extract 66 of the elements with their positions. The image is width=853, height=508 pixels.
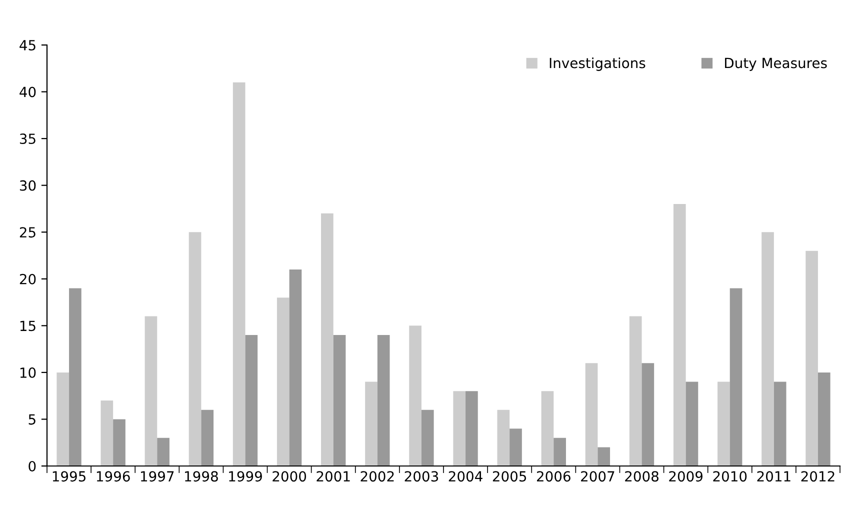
x-tick-label: 2010 — [713, 471, 747, 482]
y-tick-label: 30 — [20, 180, 36, 191]
y-tick-label: 35 — [20, 134, 36, 144]
x-tick-label: 1995 — [52, 471, 86, 482]
bar — [56, 372, 70, 466]
bar — [201, 410, 214, 466]
bar — [188, 232, 202, 466]
bar — [409, 326, 422, 466]
bar — [762, 232, 774, 466]
bar — [629, 316, 642, 466]
bar — [289, 270, 302, 466]
x-tick-label: 2003 — [404, 471, 438, 482]
bar — [686, 382, 698, 466]
y-tick-label: 15 — [20, 320, 36, 332]
bar — [333, 335, 346, 466]
x-tick-label: 2006 — [536, 471, 570, 482]
bar — [554, 438, 566, 466]
bar — [453, 391, 466, 466]
x-tick-label: 1997 — [140, 471, 174, 482]
bar — [245, 335, 258, 466]
x-tick-label: 2007 — [581, 471, 614, 482]
bar — [774, 382, 786, 466]
bar — [157, 438, 170, 466]
x-tick-label: 2004 — [448, 471, 482, 482]
x-tick-label: 2012 — [801, 471, 834, 482]
bar — [673, 204, 686, 466]
x-tick-label: 1996 — [96, 471, 130, 482]
bar — [541, 391, 554, 466]
bar — [421, 410, 434, 466]
bar — [806, 250, 818, 466]
x-tick-label: 2009 — [669, 471, 702, 482]
x-tick-label: 2001 — [316, 471, 350, 482]
x-tick-label: 1998 — [185, 471, 218, 482]
bar — [69, 288, 82, 466]
y-tick-label: 25 — [20, 227, 36, 238]
bar — [510, 428, 522, 466]
legend-label: Duty Measures — [725, 58, 827, 71]
bar — [818, 372, 830, 466]
y-tick-label: 20 — [20, 274, 36, 284]
bar — [276, 298, 290, 466]
bar — [232, 82, 246, 466]
legend-label: Investigations — [550, 58, 646, 71]
bar — [466, 391, 478, 466]
x-tick-label: 2011 — [757, 471, 790, 482]
bar — [377, 335, 390, 466]
bar — [730, 288, 742, 466]
bar — [365, 382, 378, 466]
x-tick-label: 2005 — [492, 471, 526, 482]
bar — [100, 400, 114, 466]
bar — [497, 410, 510, 466]
bar — [642, 363, 654, 466]
x-tick-label: 2000 — [272, 471, 306, 482]
bar — [144, 316, 158, 466]
y-tick-label: 0 — [28, 460, 36, 472]
x-tick-label: 2008 — [625, 471, 658, 482]
bar — [718, 382, 730, 466]
bar — [598, 447, 610, 466]
y-tick-label: 45 — [20, 40, 36, 50]
bar — [321, 213, 334, 466]
bar — [585, 363, 598, 466]
bar — [113, 419, 126, 466]
x-tick-label: 2002 — [360, 471, 394, 482]
x-tick-label: 1999 — [229, 471, 262, 482]
y-tick-label: 5 — [28, 414, 36, 425]
y-tick-label: 40 — [20, 86, 36, 98]
y-tick-label: 10 — [20, 367, 36, 378]
